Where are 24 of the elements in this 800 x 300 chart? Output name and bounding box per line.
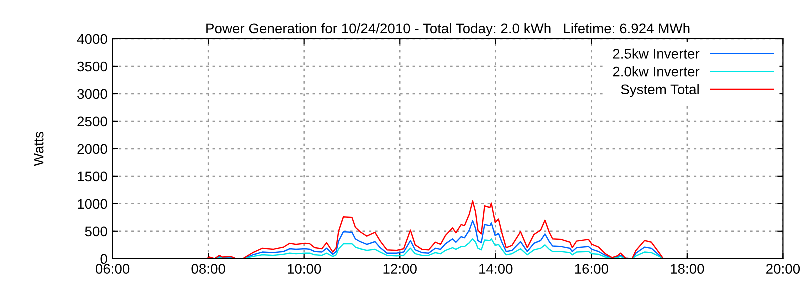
y-tick-label: 1000: [78, 199, 108, 210]
x-tick-label: 06:00: [96, 264, 130, 274]
y-tick-label: 2000: [78, 144, 108, 154]
y-tick-label: 4000: [77, 34, 108, 44]
legend-label: System Total: [621, 84, 699, 98]
y-tick-label: 1500: [78, 172, 108, 182]
y-tick-label: 3000: [78, 89, 108, 100]
x-tick-label: 16:00: [575, 264, 608, 274]
legend-label: 2.0kw Inverter: [613, 66, 700, 77]
x-tick-label: 12:00: [384, 264, 417, 274]
line-series: [206, 238, 664, 259]
chart-title: Power Generation for 10/24/2010 - Total Today: 2.0 kWh Lifetime: 6.924 MWh: [206, 23, 690, 36]
x-tick-label: 20:00: [766, 264, 800, 274]
y-tick-label: 2500: [78, 116, 108, 127]
x-tick-label: 10:00: [288, 264, 322, 274]
legend-label: 2.5kw Inverter: [613, 48, 700, 59]
y-tick-label: 3500: [78, 62, 108, 72]
x-tick-label: 08:00: [192, 264, 226, 274]
line-series: [206, 200, 664, 259]
y-axis-title: Watts: [34, 132, 44, 166]
x-tick-label: 14:00: [480, 264, 513, 274]
y-tick-label: 500: [85, 226, 108, 237]
x-tick-label: 18:00: [671, 264, 704, 274]
y-tick-label: 0: [100, 254, 108, 264]
